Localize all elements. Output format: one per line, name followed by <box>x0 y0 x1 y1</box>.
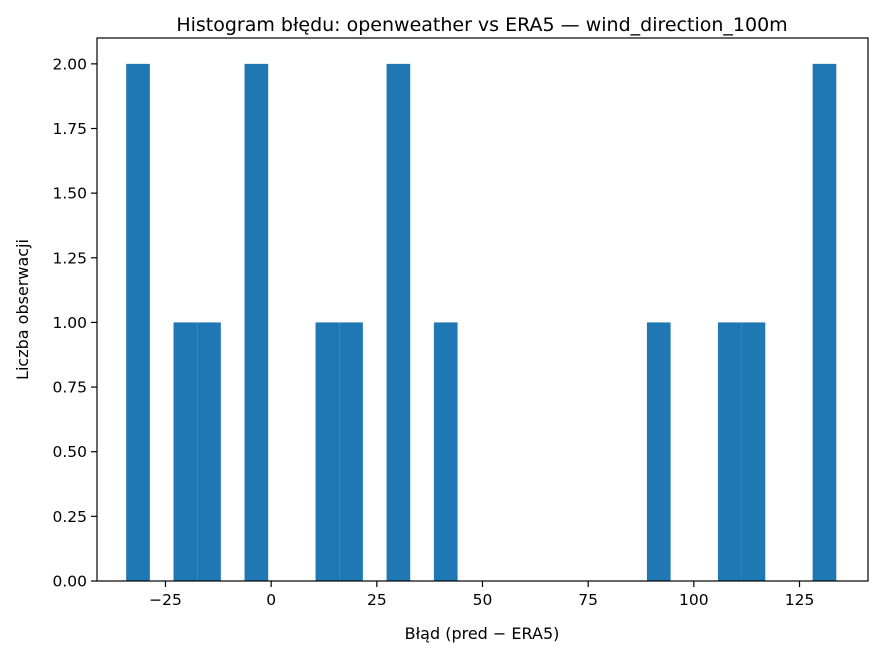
plot-frame <box>96 37 869 582</box>
histogram-bar <box>812 63 837 582</box>
x-tick-label: 100 <box>679 591 709 609</box>
x-axis-ticks: −25 0 25 50 75 100 125 <box>149 581 814 609</box>
y-tick-label: 1.75 <box>52 120 87 138</box>
x-tick-label: 25 <box>367 591 387 609</box>
y-tick-label: 0.00 <box>52 573 87 591</box>
y-tick-label: 1.50 <box>52 185 87 203</box>
histogram-bar <box>717 322 742 581</box>
x-tick-label: 75 <box>578 591 598 609</box>
x-tick-label: 125 <box>785 591 815 609</box>
histogram-bar <box>433 322 458 581</box>
chart-title: Histogram błędu: openweather vs ERA5 — w… <box>176 14 787 36</box>
y-tick-label: 0.25 <box>52 508 87 526</box>
bars-layer <box>126 63 837 582</box>
histogram-bar <box>244 63 269 582</box>
x-tick-label: −25 <box>149 591 182 609</box>
x-tick-label: 0 <box>266 591 276 609</box>
histogram-bar <box>741 322 766 581</box>
y-tick-label: 0.50 <box>52 443 87 461</box>
histogram-bar <box>339 322 363 581</box>
histogram-bar <box>173 322 198 581</box>
y-axis-label: Liczba obserwacji <box>13 239 32 380</box>
x-axis-label: Błąd (pred − ERA5) <box>405 624 560 643</box>
histogram-bar <box>315 322 340 581</box>
histogram-bar <box>197 322 221 581</box>
histogram-bar <box>126 63 150 582</box>
y-tick-label: 1.00 <box>52 314 87 332</box>
histogram-bar <box>646 322 671 581</box>
y-tick-label: 2.00 <box>52 55 87 73</box>
y-tick-label: 0.75 <box>52 379 87 397</box>
x-tick-label: 50 <box>473 591 493 609</box>
y-tick-label: 1.25 <box>52 249 87 267</box>
histogram-bar <box>386 63 411 582</box>
y-axis-ticks: 0.00 0.25 0.50 0.75 1.00 1.25 1.50 1.75 2.00 <box>52 55 97 591</box>
